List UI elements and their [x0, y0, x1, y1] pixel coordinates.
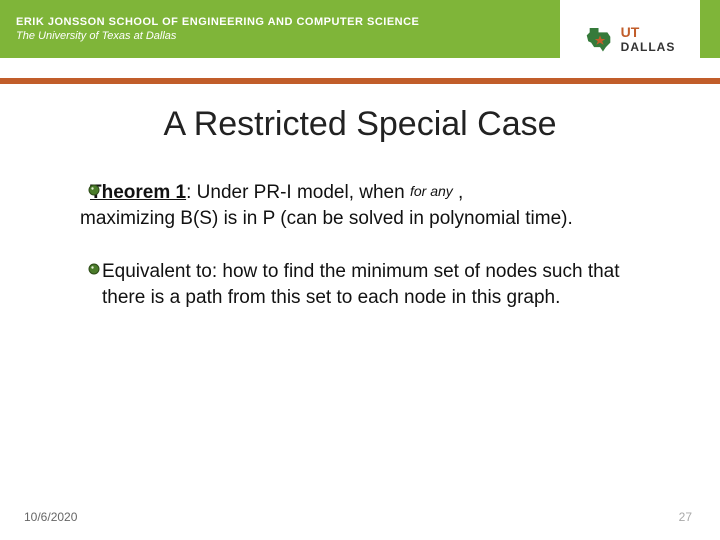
bullet-icon	[88, 263, 100, 275]
logo-inner: UT DALLAS	[585, 25, 676, 53]
bullet-icon	[88, 184, 100, 196]
texas-icon	[585, 25, 615, 53]
logo-box: UT DALLAS	[560, 0, 700, 78]
theorem-label: Theorem 1	[90, 182, 186, 203]
theorem-post: ,	[453, 182, 464, 203]
logo-ut: UT	[621, 25, 676, 39]
theorem-bullet: Theorem 1: Under PR-I model, when for an…	[90, 180, 660, 231]
footer-page: 27	[679, 510, 692, 524]
header-text: ERIK JONSSON SCHOOL OF ENGINEERING AND C…	[16, 15, 419, 44]
accent-line	[0, 78, 720, 84]
theorem-first-line: Theorem 1: Under PR-I model, when for an…	[90, 182, 463, 203]
equivalent-bullet: Equivalent to: how to find the minimum s…	[90, 259, 660, 310]
header-line1: ERIK JONSSON SCHOOL OF ENGINEERING AND C…	[16, 15, 419, 29]
header-line2: The University of Texas at Dallas	[16, 29, 419, 43]
theorem-math: for any	[410, 183, 453, 199]
slide-title: A Restricted Special Case	[0, 105, 720, 144]
logo-text: UT DALLAS	[621, 25, 676, 53]
equivalent-text: Equivalent to: how to find the minimum s…	[102, 261, 620, 308]
theorem-pre: : Under PR-I model, when	[186, 182, 410, 203]
logo-dallas: DALLAS	[621, 41, 676, 53]
footer-date: 10/6/2020	[24, 510, 77, 524]
content: Theorem 1: Under PR-I model, when for an…	[90, 180, 660, 339]
theorem-rest: maximizing B(S) is in P (can be solved i…	[80, 206, 660, 232]
